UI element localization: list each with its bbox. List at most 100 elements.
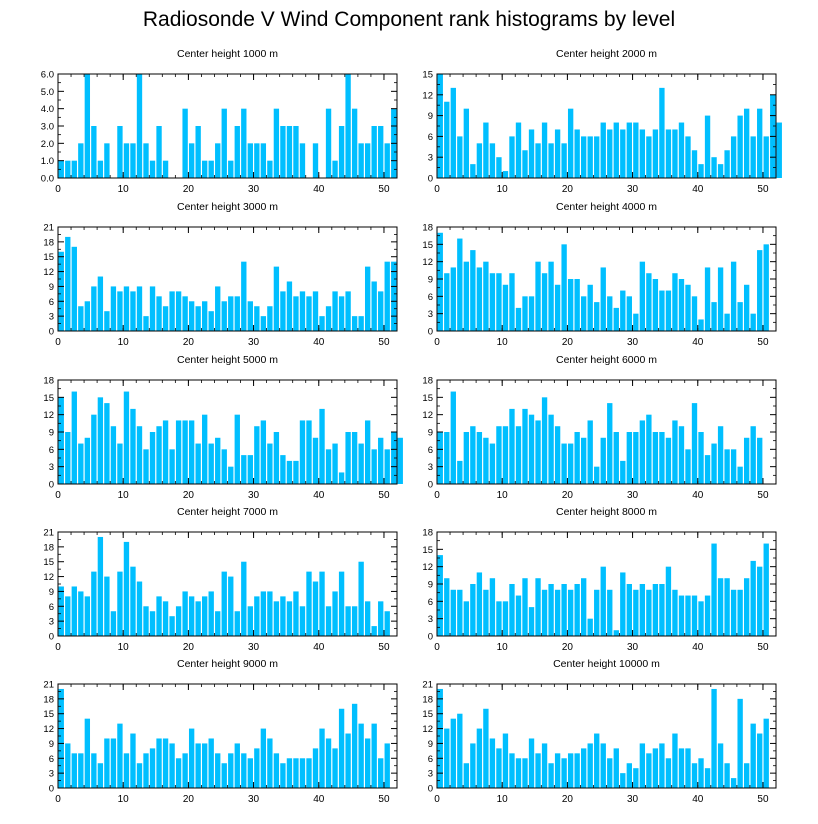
histogram-bar — [254, 306, 260, 331]
histogram-bar — [450, 718, 456, 788]
histogram-bar — [457, 460, 463, 484]
histogram-bar — [182, 753, 188, 788]
histogram-bar — [247, 301, 253, 331]
histogram-bar — [162, 738, 169, 788]
histogram-bar — [136, 74, 143, 178]
histogram-bar — [91, 414, 97, 484]
histogram-bar — [476, 728, 483, 788]
histogram-bar — [457, 238, 463, 331]
y-tick-label: 6 — [428, 132, 433, 143]
histogram-bar — [620, 129, 626, 178]
histogram-bar — [535, 143, 541, 178]
y-tick-label: 0 — [428, 784, 433, 795]
y-tick-label: 15 — [422, 240, 433, 251]
histogram-bar — [338, 708, 345, 788]
histogram-bar — [496, 748, 502, 788]
y-tick-label: 15 — [422, 545, 433, 556]
histogram-bar — [724, 313, 730, 331]
x-tick-label: 10 — [497, 184, 509, 195]
y-tick-label: 12 — [43, 572, 54, 583]
histogram-bar — [444, 432, 450, 484]
x-tick-label: 30 — [248, 794, 260, 805]
x-tick-label: 50 — [757, 337, 769, 348]
histogram-bar — [130, 566, 136, 636]
histogram-bar — [143, 316, 149, 331]
x-tick-label: 50 — [757, 184, 769, 195]
histogram-bar — [254, 143, 260, 178]
histogram-bar — [215, 611, 221, 636]
histogram-bar — [228, 753, 234, 788]
histogram-panel: Center height 7000 m 0 10 20 30 40 50 0 3 6 9 12 15 1… — [43, 506, 398, 653]
histogram-bar — [345, 432, 351, 484]
histogram-bar — [607, 296, 613, 331]
histogram-bar — [535, 753, 541, 788]
y-tick-label: 18 — [422, 528, 433, 539]
histogram-bar — [58, 251, 64, 331]
histogram-bar — [71, 160, 77, 178]
histogram-bar — [489, 443, 496, 484]
histogram-bar — [136, 286, 143, 331]
y-tick-label: 12 — [422, 257, 433, 268]
x-tick-label: 0 — [55, 642, 61, 653]
x-tick-label: 0 — [55, 490, 61, 501]
histogram-bar — [646, 136, 652, 178]
histogram-bar — [175, 291, 182, 331]
histogram-bar — [548, 261, 554, 331]
y-tick-label: 0 — [428, 174, 433, 185]
histogram-bar — [280, 291, 286, 331]
y-tick-label: 18 — [43, 694, 54, 705]
histogram-bar — [391, 432, 397, 484]
y-tick-label: 15 — [422, 70, 433, 81]
histogram-bar — [65, 236, 71, 331]
histogram-bar — [567, 279, 574, 331]
histogram-bar — [672, 733, 678, 788]
histogram-bar — [247, 455, 253, 484]
histogram-bar — [71, 391, 77, 484]
histogram-bar — [267, 160, 273, 178]
histogram-bar — [750, 136, 756, 178]
histogram-bar — [613, 122, 619, 178]
histogram-bar — [110, 611, 117, 636]
histogram-bar — [581, 437, 587, 484]
x-tick-label: 50 — [378, 490, 390, 501]
histogram-bar — [208, 443, 214, 484]
histogram-bar — [97, 763, 104, 788]
histogram-bar — [574, 584, 580, 636]
histogram-bar — [260, 591, 267, 636]
histogram-bar — [489, 578, 496, 636]
histogram-bar — [358, 723, 364, 788]
histogram-bar — [371, 449, 377, 484]
y-tick-label: 18 — [422, 694, 433, 705]
histogram-bar — [110, 426, 117, 484]
histogram-bar — [247, 143, 253, 178]
x-tick-label: 0 — [434, 184, 440, 195]
histogram-bar — [91, 126, 97, 178]
histogram-bar — [763, 543, 769, 636]
y-tick-label: 3 — [49, 462, 54, 473]
histogram-bar — [437, 688, 443, 788]
histogram-bar — [345, 74, 351, 178]
histogram-bar — [620, 773, 626, 788]
histogram-bar — [338, 296, 345, 331]
histogram-bar — [123, 286, 130, 331]
y-tick-label: 18 — [43, 237, 54, 248]
histogram-bar — [97, 397, 104, 484]
x-tick-label: 50 — [378, 794, 390, 805]
histogram-panel: Center height 5000 m 0 10 20 30 40 50 0 3 6 9 12 15 1… — [43, 354, 403, 501]
histogram-bar — [299, 758, 306, 788]
histogram-bar — [156, 426, 162, 484]
y-tick-label: 18 — [43, 542, 54, 553]
histogram-bar — [260, 143, 267, 178]
histogram-bar — [273, 266, 280, 331]
histogram-bar — [97, 276, 104, 331]
histogram-bar — [338, 472, 345, 484]
histogram-bar — [188, 596, 195, 636]
histogram-bar — [470, 426, 476, 484]
histogram-bar — [450, 589, 456, 636]
histogram-bar — [293, 758, 299, 788]
histogram-bar — [384, 449, 390, 484]
y-tick-label: 12 — [422, 410, 433, 421]
histogram-bar — [535, 578, 541, 636]
histogram-bar — [130, 143, 136, 178]
histogram-bar — [280, 763, 286, 788]
